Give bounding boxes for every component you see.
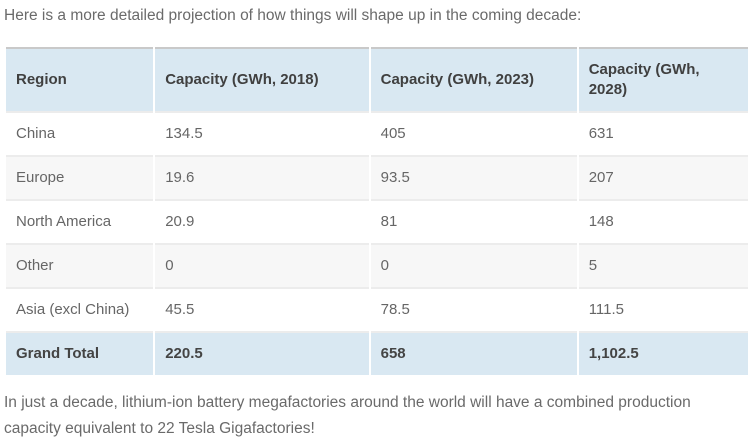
cell-capacity-2023: 405 [370, 113, 577, 157]
cell-capacity-2028: 148 [578, 201, 748, 245]
table-body: China 134.5 405 631 Europe 19.6 93.5 207… [6, 113, 748, 333]
capacity-projection-table: Region Capacity (GWh, 2018) Capacity (GW… [4, 47, 750, 375]
cell-grand-total-2023: 658 [370, 333, 577, 375]
cell-grand-total-2018: 220.5 [155, 333, 369, 375]
cell-capacity-2018: 20.9 [155, 201, 369, 245]
cell-capacity-2023: 93.5 [370, 157, 577, 201]
cell-capacity-2023: 81 [370, 201, 577, 245]
table-row-asia-excl-china: Asia (excl China) 45.5 78.5 111.5 [6, 289, 748, 333]
column-header-capacity-2018: Capacity (GWh, 2018) [155, 47, 369, 113]
cell-grand-total-2028: 1,102.5 [578, 333, 748, 375]
cell-capacity-2018: 45.5 [155, 289, 369, 333]
column-header-capacity-2023: Capacity (GWh, 2023) [370, 47, 577, 113]
cell-capacity-2028: 111.5 [578, 289, 748, 333]
cell-region: Europe [6, 157, 154, 201]
table-row-china: China 134.5 405 631 [6, 113, 748, 157]
grand-total-row: Grand Total 220.5 658 1,102.5 [6, 333, 748, 375]
cell-region: Other [6, 245, 154, 289]
table-row-north-america: North America 20.9 81 148 [6, 201, 748, 245]
cell-capacity-2028: 5 [578, 245, 748, 289]
cell-region: Asia (excl China) [6, 289, 154, 333]
cell-capacity-2028: 631 [578, 113, 748, 157]
intro-text: Here is a more detailed projection of ho… [4, 7, 582, 24]
cell-capacity-2018: 19.6 [155, 157, 369, 201]
header-row: Region Capacity (GWh, 2018) Capacity (GW… [6, 47, 748, 113]
cell-capacity-2023: 0 [370, 245, 577, 289]
cell-capacity-2018: 134.5 [155, 113, 369, 157]
article-content: Here is a more detailed projection of ho… [4, 5, 750, 442]
cell-capacity-2018: 0 [155, 245, 369, 289]
table-row-other: Other 0 0 5 [6, 245, 748, 289]
cell-region: North America [6, 201, 154, 245]
outro-text: In just a decade, lithium-ion battery me… [4, 394, 691, 437]
table-header: Region Capacity (GWh, 2018) Capacity (GW… [6, 47, 748, 113]
table-footer: Grand Total 220.5 658 1,102.5 [6, 333, 748, 375]
cell-region: China [6, 113, 154, 157]
column-header-region: Region [6, 47, 154, 113]
cell-grand-total-label: Grand Total [6, 333, 154, 375]
column-header-capacity-2028: Capacity (GWh, 2028) [578, 47, 748, 113]
cell-capacity-2028: 207 [578, 157, 748, 201]
cell-capacity-2023: 78.5 [370, 289, 577, 333]
table-row-europe: Europe 19.6 93.5 207 [6, 157, 748, 201]
